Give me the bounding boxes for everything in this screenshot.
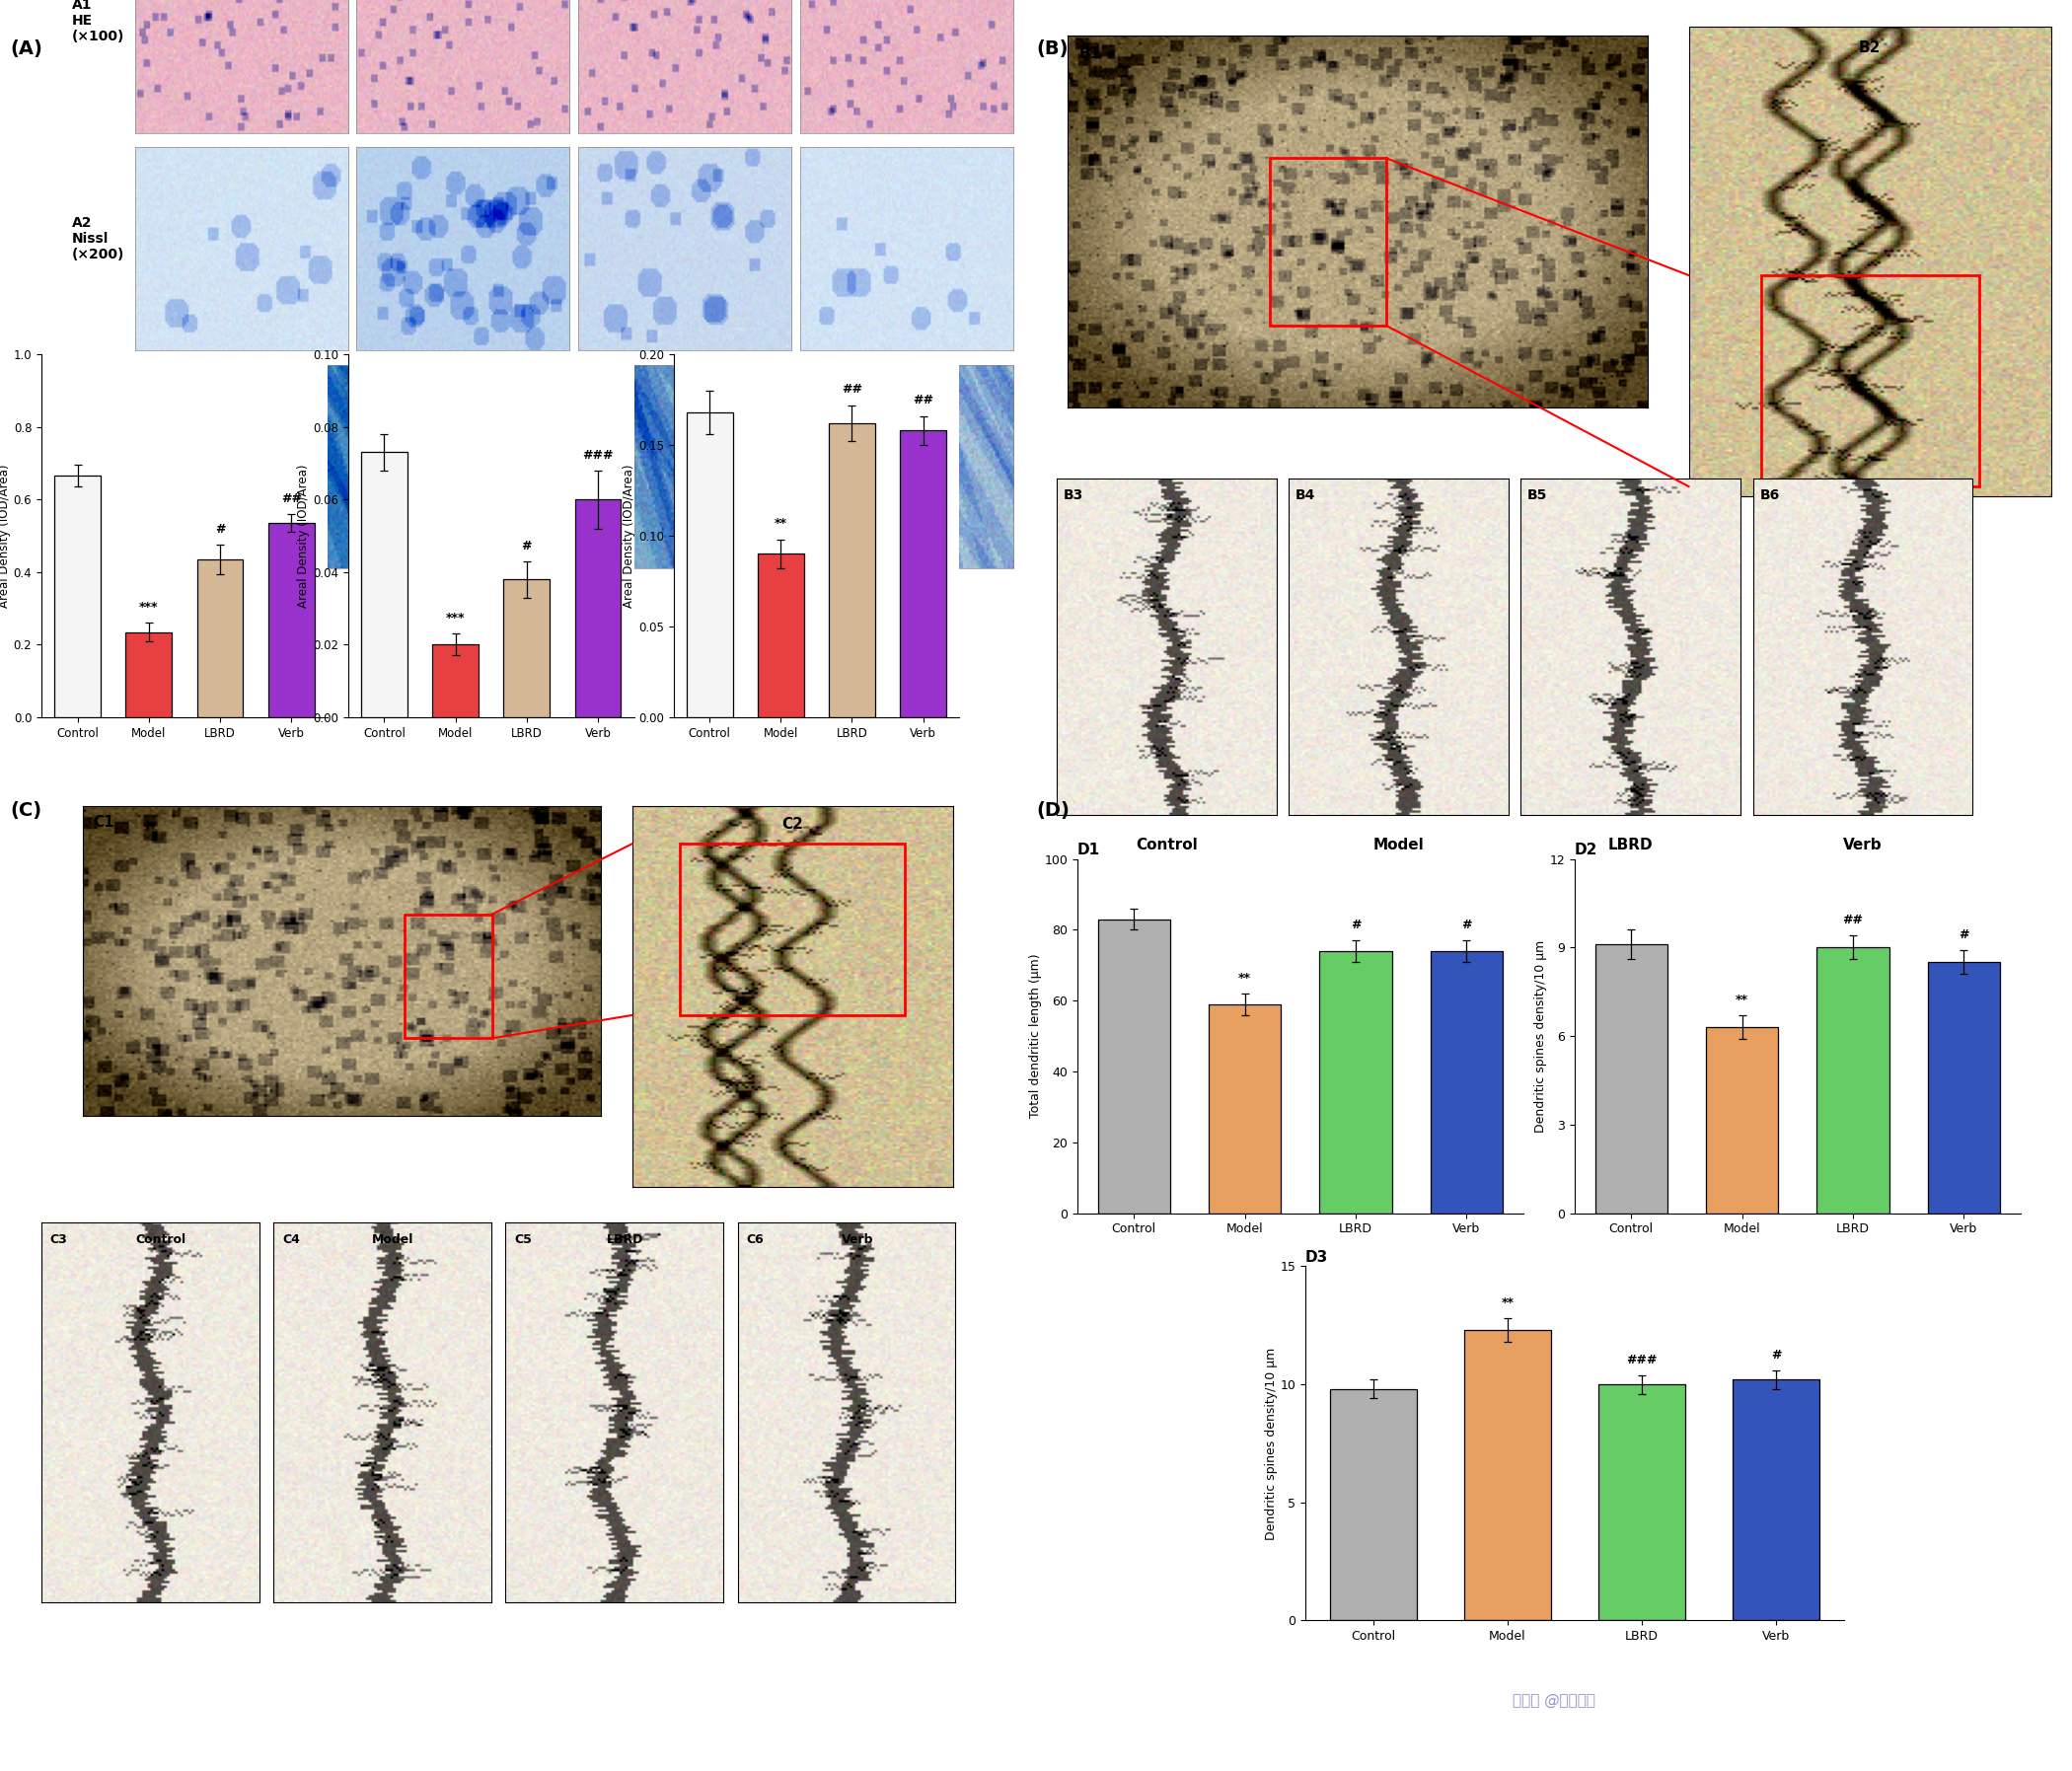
Text: #: #	[1958, 928, 1968, 942]
Bar	[1430, 951, 1502, 1213]
Text: C5: C5	[514, 1233, 533, 1247]
Bar	[404, 914, 493, 1038]
Bar	[433, 645, 479, 717]
Text: C3: C3	[50, 1233, 68, 1247]
Y-axis label: Dendritic spines density/10 μm: Dendritic spines density/10 μm	[1264, 1348, 1276, 1539]
Bar	[1270, 158, 1386, 326]
Text: A1
HE
(×100): A1 HE (×100)	[73, 0, 124, 44]
Text: **: **	[775, 517, 787, 530]
Text: ***: ***	[139, 600, 157, 615]
Text: A3
LFB
(×400): A3 LFB (×400)	[73, 434, 124, 480]
Text: #: #	[1772, 1348, 1782, 1362]
Text: #: #	[522, 538, 533, 553]
Text: (A): (A)	[10, 39, 44, 58]
Text: **: **	[1239, 972, 1251, 985]
Text: B5: B5	[1527, 489, 1548, 501]
Bar	[361, 452, 408, 717]
Text: (B): (B)	[1036, 39, 1067, 58]
Y-axis label: Areal Density (IOD/Area): Areal Density (IOD/Area)	[0, 464, 10, 607]
Text: 海狸号 @威声常谈: 海狸号 @威声常谈	[1513, 1693, 1595, 1707]
Text: D2: D2	[1575, 843, 1598, 857]
Text: ##: ##	[914, 393, 934, 407]
Text: ##: ##	[841, 383, 862, 397]
Text: C6: C6	[746, 1233, 765, 1247]
Text: C1: C1	[93, 815, 114, 831]
Text: (C): (C)	[10, 800, 41, 820]
Bar	[680, 843, 905, 1015]
Bar	[686, 413, 733, 717]
Text: B1: B1	[1080, 46, 1100, 62]
Text: B2: B2	[1859, 41, 1881, 55]
Text: Verb: Verb	[883, 44, 930, 62]
Bar	[829, 423, 874, 717]
Text: Model: Model	[1374, 838, 1423, 852]
Text: **: **	[1502, 1296, 1515, 1309]
Bar	[1595, 944, 1668, 1213]
Text: #: #	[1461, 919, 1471, 932]
Bar	[1705, 1027, 1778, 1213]
Text: LBRD: LBRD	[607, 1233, 644, 1247]
Bar	[54, 476, 102, 717]
Bar	[503, 579, 549, 717]
Bar	[1465, 1330, 1552, 1620]
Text: Model: Model	[373, 1233, 414, 1247]
Text: C4: C4	[282, 1233, 300, 1247]
Bar	[126, 632, 172, 717]
Text: ##: ##	[282, 492, 303, 505]
Bar	[1330, 1388, 1417, 1620]
Y-axis label: Dendritic spines density/10 μm: Dendritic spines density/10 μm	[1533, 940, 1548, 1132]
Bar	[1208, 1004, 1280, 1213]
Y-axis label: Total dendritic length (μm): Total dendritic length (μm)	[1028, 955, 1042, 1118]
Bar	[574, 499, 622, 717]
Bar	[1732, 1380, 1819, 1620]
Text: ###: ###	[582, 448, 613, 460]
Text: Control: Control	[1135, 838, 1198, 852]
Text: A2
Nissl
(×200): A2 Nissl (×200)	[73, 216, 124, 262]
Text: B4: B4	[1295, 489, 1316, 501]
Text: LBRD: LBRD	[1608, 838, 1653, 852]
Text: ##: ##	[1842, 914, 1863, 926]
Text: LBRD: LBRD	[659, 44, 711, 62]
Text: B6: B6	[1759, 489, 1780, 501]
Text: #: #	[1351, 919, 1361, 932]
Text: Control: Control	[205, 44, 278, 62]
Text: ***: ***	[445, 611, 464, 625]
Text: **: **	[1736, 994, 1749, 1006]
Text: Model: Model	[433, 44, 493, 62]
Text: Verb: Verb	[841, 1233, 872, 1247]
Text: Verb: Verb	[1844, 838, 1881, 852]
Bar	[1927, 962, 1999, 1213]
Text: ###: ###	[1627, 1353, 1658, 1365]
Text: #: #	[215, 522, 226, 537]
Bar	[758, 554, 804, 717]
Bar	[1320, 951, 1392, 1213]
Bar	[899, 430, 947, 717]
Bar	[1098, 919, 1171, 1213]
Text: B3: B3	[1063, 489, 1084, 501]
Text: D3: D3	[1305, 1250, 1328, 1264]
Text: Control: Control	[137, 1233, 186, 1247]
Text: D1: D1	[1077, 843, 1100, 857]
Bar	[1817, 947, 1890, 1213]
Y-axis label: Areal Density (IOD/Area): Areal Density (IOD/Area)	[622, 464, 636, 607]
Text: C2: C2	[781, 816, 804, 832]
Y-axis label: Areal Density (IOD/Area): Areal Density (IOD/Area)	[296, 464, 311, 607]
Bar	[267, 522, 315, 717]
Bar	[197, 560, 242, 717]
Bar	[1598, 1385, 1685, 1620]
Text: (D): (D)	[1036, 800, 1069, 820]
Bar	[1761, 275, 1979, 487]
